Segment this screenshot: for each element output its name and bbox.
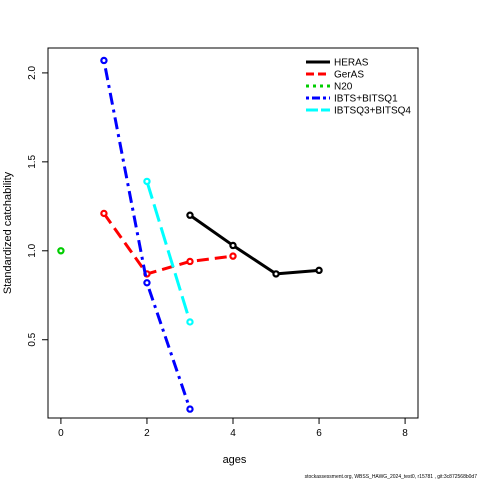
legend-label-geras: GerAS: [334, 70, 364, 81]
data-point-ibts-bitsq1: [100, 56, 108, 65]
y-tick-label: 0.5: [27, 332, 38, 346]
x-tick-label: 0: [58, 428, 64, 439]
y-tick-label: 2.0: [27, 66, 38, 80]
series-ibts-bitsq1: [100, 56, 194, 413]
series-geras: [100, 209, 237, 278]
data-point-n20: [57, 247, 65, 255]
series-line-heras: [189, 213, 320, 276]
data-point-ibts-bitsq1: [186, 405, 194, 413]
x-axis-label: ages: [223, 454, 247, 466]
data-point-heras: [186, 211, 194, 219]
y-tick-label: 1.5: [27, 154, 38, 168]
footer-note: stockassessment.org, WBSS_HAWG_2024_test…: [305, 474, 478, 480]
data-point-heras: [315, 266, 323, 275]
series-ibtsq3-bitsq4: [143, 177, 194, 326]
data-point-heras: [229, 241, 237, 250]
x-tick-label: 6: [316, 428, 322, 439]
series-heras: [186, 211, 323, 278]
legend-label-n20: N20: [334, 82, 353, 93]
axes-group: 0 2 4 6 8 0.5 1.0 1.5 2.0: [27, 47, 419, 439]
legend-label-ibts-bitsq1: IBTS+BITSQ1: [334, 94, 398, 105]
data-point-heras: [272, 270, 280, 278]
legend-label-heras: HERAS: [334, 58, 369, 69]
data-point-geras: [186, 257, 194, 266]
legend-label-ibtsq3-bitsq4: IBTSQ3+BITSQ4: [334, 106, 411, 117]
series-layer: [57, 56, 323, 413]
data-point-ibtsq3-bitsq4: [143, 177, 151, 186]
x-tick-label: 4: [230, 428, 236, 439]
y-tick-label: 1.0: [27, 243, 38, 257]
y-axis-label: Standardized catchability: [2, 171, 14, 294]
data-point-ibtsq3-bitsq4: [186, 318, 194, 326]
data-point-geras: [100, 209, 108, 218]
series-line-ibts-bitsq1: [102, 60, 192, 410]
x-tick-label: 8: [402, 428, 408, 439]
series-line-ibtsq3-bitsq4: [145, 180, 192, 323]
series-line-geras: [102, 212, 234, 276]
data-point-geras: [229, 252, 237, 260]
data-point-ibts-bitsq1: [143, 279, 151, 287]
series-n20: [57, 247, 65, 255]
x-tick-label: 2: [144, 428, 150, 439]
